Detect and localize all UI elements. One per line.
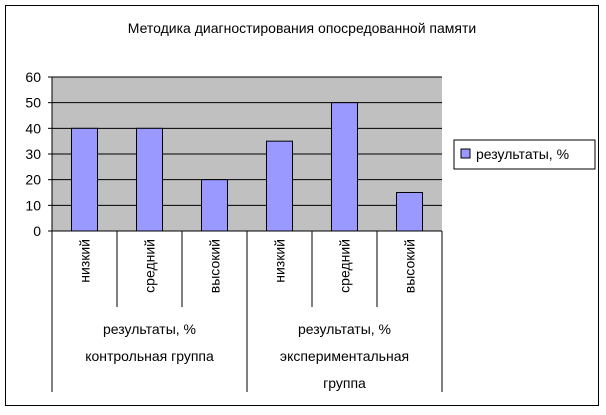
chart-title: Методика диагностирования опосредованной…: [128, 20, 476, 36]
legend-box: [453, 139, 596, 170]
group-label: контрольная группа: [85, 348, 214, 364]
x-tick-label: средний: [337, 239, 353, 293]
legend-swatch: [460, 148, 471, 159]
y-tick-label: 10: [25, 197, 41, 213]
y-tick-label: 40: [25, 120, 41, 136]
group-label: результаты, %: [298, 321, 391, 337]
legend-label: результаты, %: [476, 146, 569, 162]
x-tick-label: низкий: [272, 239, 288, 283]
bar: [136, 127, 163, 232]
group-label: результаты, %: [103, 321, 196, 337]
x-tick-label: средний: [142, 239, 158, 293]
x-tick-label: высокий: [402, 239, 418, 293]
gridlines: [52, 76, 442, 206]
bars: [71, 102, 423, 232]
category-groups: результаты, % контрольная группа результат…: [85, 321, 409, 391]
x-axis: низкий средний высокий низкий средний высокий: [51, 230, 443, 392]
bar: [201, 179, 228, 232]
y-tick-label: 60: [25, 69, 41, 85]
y-tick-label: 50: [25, 95, 41, 111]
x-tick-label: низкий: [77, 239, 93, 283]
y-tick-label: 30: [25, 146, 41, 162]
bar: [71, 127, 98, 232]
y-axis: 0 10 20 30 40 50 60: [25, 69, 53, 239]
y-tick-label: 20: [25, 172, 41, 188]
x-tick-label: высокий: [207, 239, 223, 293]
group-label: группа: [323, 375, 366, 391]
bar: [266, 140, 293, 232]
y-tick-label: 0: [33, 223, 41, 239]
bar: [331, 102, 358, 232]
bar: [396, 192, 423, 232]
group-label: экспериментальная: [280, 348, 409, 364]
legend: результаты, %: [453, 139, 596, 170]
